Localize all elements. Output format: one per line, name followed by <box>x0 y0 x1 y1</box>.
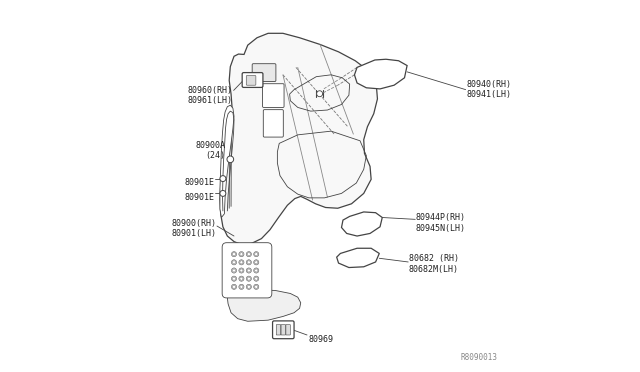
Circle shape <box>253 276 259 281</box>
Circle shape <box>227 156 234 163</box>
Circle shape <box>232 285 236 288</box>
Circle shape <box>246 251 252 257</box>
Circle shape <box>239 268 244 273</box>
FancyBboxPatch shape <box>276 325 281 335</box>
Text: 80901E: 80901E <box>184 193 214 202</box>
Circle shape <box>240 261 243 264</box>
FancyBboxPatch shape <box>286 325 291 335</box>
Circle shape <box>248 277 250 280</box>
Polygon shape <box>355 59 407 89</box>
Polygon shape <box>227 290 301 321</box>
FancyBboxPatch shape <box>263 110 284 137</box>
Circle shape <box>220 190 226 196</box>
Circle shape <box>240 253 243 256</box>
FancyBboxPatch shape <box>281 325 285 335</box>
Text: 80940(RH)
80941(LH): 80940(RH) 80941(LH) <box>467 80 511 99</box>
Circle shape <box>232 277 236 280</box>
Circle shape <box>232 253 236 256</box>
Circle shape <box>253 268 259 273</box>
Circle shape <box>248 269 250 272</box>
Text: 80960(RH)
80961(LH): 80960(RH) 80961(LH) <box>188 86 233 105</box>
Circle shape <box>232 284 237 289</box>
Text: 80901E: 80901E <box>184 178 214 187</box>
Circle shape <box>253 284 259 289</box>
Circle shape <box>232 268 237 273</box>
Text: 80900A
(24): 80900A (24) <box>195 141 225 160</box>
Circle shape <box>248 285 250 288</box>
Text: 80900(RH)
80901(LH): 80900(RH) 80901(LH) <box>172 219 216 238</box>
Polygon shape <box>220 105 234 218</box>
Text: 80969: 80969 <box>308 335 333 344</box>
Circle shape <box>255 261 258 264</box>
Circle shape <box>232 251 237 257</box>
Circle shape <box>253 260 259 265</box>
FancyBboxPatch shape <box>273 321 294 339</box>
Circle shape <box>232 276 237 281</box>
Circle shape <box>253 251 259 257</box>
FancyBboxPatch shape <box>242 73 263 87</box>
Circle shape <box>248 253 250 256</box>
Text: R8090013: R8090013 <box>460 353 497 362</box>
Polygon shape <box>337 248 380 267</box>
Circle shape <box>248 261 250 264</box>
Circle shape <box>255 277 258 280</box>
Circle shape <box>239 251 244 257</box>
FancyBboxPatch shape <box>222 243 272 298</box>
Polygon shape <box>220 33 378 244</box>
Circle shape <box>246 276 252 281</box>
Circle shape <box>255 285 258 288</box>
Circle shape <box>246 284 252 289</box>
Circle shape <box>246 268 252 273</box>
Circle shape <box>246 260 252 265</box>
Circle shape <box>232 269 236 272</box>
FancyBboxPatch shape <box>246 76 256 85</box>
Circle shape <box>255 269 258 272</box>
Circle shape <box>255 253 258 256</box>
Circle shape <box>239 276 244 281</box>
Circle shape <box>240 285 243 288</box>
FancyBboxPatch shape <box>262 84 284 108</box>
Circle shape <box>239 284 244 289</box>
Polygon shape <box>342 212 382 236</box>
Circle shape <box>240 269 243 272</box>
Circle shape <box>239 260 244 265</box>
Circle shape <box>220 176 226 182</box>
Circle shape <box>232 260 237 265</box>
Text: 80944P(RH)
80945N(LH): 80944P(RH) 80945N(LH) <box>415 214 466 233</box>
Circle shape <box>240 277 243 280</box>
Circle shape <box>232 261 236 264</box>
Text: 80682 (RH)
80682M(LH): 80682 (RH) 80682M(LH) <box>409 254 459 273</box>
Circle shape <box>317 91 323 97</box>
FancyBboxPatch shape <box>252 64 276 81</box>
